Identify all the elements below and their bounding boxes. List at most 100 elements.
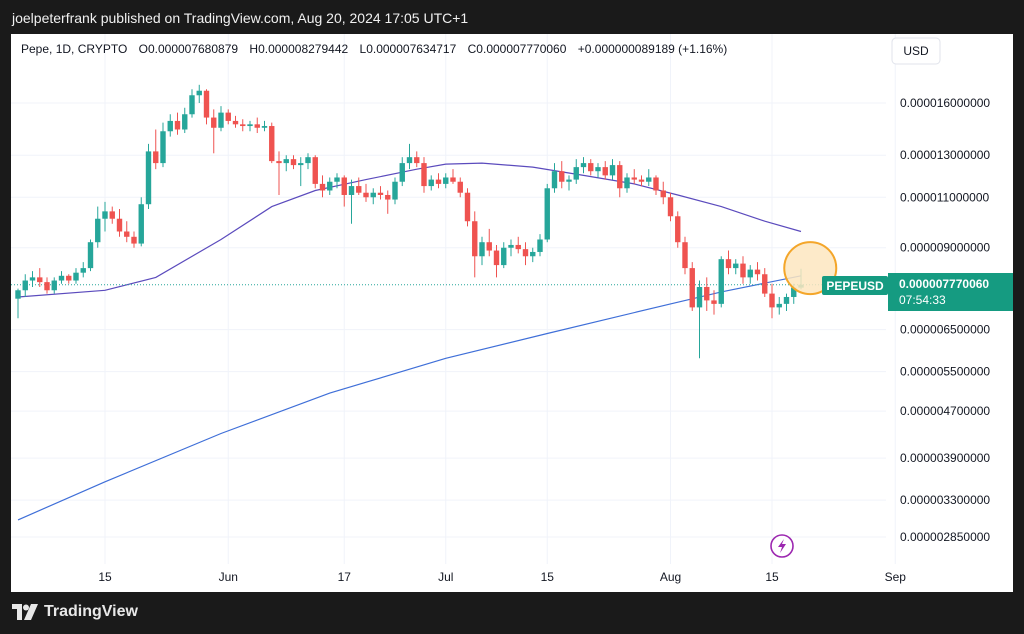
candle-body [551, 171, 558, 189]
candle-body [254, 124, 260, 128]
candle [718, 256, 724, 308]
time-tick-label: Jul [438, 570, 453, 584]
price-badge: PEPEUSD 0.000007770060 07:54:33 [822, 273, 1013, 311]
candle-body [617, 165, 623, 189]
candle-body [80, 268, 86, 273]
candle-body [102, 211, 108, 219]
candle [37, 268, 43, 287]
time-tick-label: Sep [885, 570, 907, 584]
candle [725, 250, 732, 275]
tradingview-logo-icon [12, 604, 38, 620]
price-tick-label: 0.000003900000 [900, 451, 990, 465]
candle-body [508, 244, 514, 248]
candle [406, 143, 413, 170]
candle [240, 119, 246, 132]
candle [602, 161, 608, 180]
candle-body [762, 274, 768, 294]
candle-body [370, 192, 376, 198]
candle [167, 114, 173, 137]
lightning-icon[interactable] [770, 534, 794, 558]
candle [667, 192, 674, 222]
candle-body [131, 236, 137, 244]
candle-body [385, 194, 391, 200]
candle-body [457, 181, 463, 193]
legend-open: O0.000007680879 [139, 42, 239, 56]
candle [392, 177, 398, 205]
candle-body [493, 250, 500, 266]
candle-body [95, 218, 101, 243]
candle-body [298, 163, 304, 166]
candle [530, 247, 536, 263]
legend-change: +0.000000089189 (+1.16%) [578, 42, 727, 56]
candle-body [225, 112, 231, 121]
candle [464, 188, 471, 227]
candle-body [327, 181, 333, 191]
time-tick-label: 15 [541, 570, 555, 584]
candle-body [747, 269, 753, 278]
candle [312, 155, 318, 189]
tradingview-brand[interactable]: TradingView [12, 603, 138, 621]
time-tick-label: 17 [338, 570, 352, 584]
candle-body [646, 177, 652, 182]
candle [44, 277, 50, 294]
candle [515, 236, 521, 254]
candle-body [486, 242, 492, 251]
candle [348, 179, 355, 224]
candle [385, 190, 391, 214]
candle [305, 153, 311, 170]
price-tick-label: 0.000011000000 [900, 190, 990, 204]
candle-body [791, 287, 797, 297]
candle-body [145, 151, 152, 205]
candle-body [211, 117, 217, 128]
candle [232, 115, 239, 128]
candle [102, 201, 108, 232]
candle-body [769, 293, 775, 308]
candle-body [573, 167, 579, 180]
candle [370, 188, 376, 205]
candle-body [725, 259, 732, 269]
candle-body [443, 177, 449, 184]
candle-body [450, 177, 456, 182]
candle-body [66, 275, 72, 281]
candle-body [116, 218, 123, 232]
candle-body [167, 120, 173, 132]
candle [87, 239, 94, 272]
candlestick-chart[interactable]: 0.000016000000 0.000013000000 0.0000110000… [11, 34, 1013, 592]
footer-bar [0, 592, 1024, 634]
candle [58, 271, 65, 284]
candle [189, 89, 195, 118]
candle [131, 231, 137, 248]
candle [696, 280, 703, 359]
candle [551, 163, 558, 193]
candle [124, 221, 130, 243]
candle-body [566, 179, 572, 182]
moving-averages [17, 162, 802, 521]
chart-area[interactable]: 0.000016000000 0.000013000000 0.0000110000… [11, 34, 1013, 592]
candle-body [559, 171, 565, 182]
candle [334, 173, 340, 189]
price-axis: 0.000016000000 0.000013000000 0.0000110000… [900, 96, 990, 544]
candle-body [138, 204, 144, 244]
candle [457, 177, 463, 198]
candle [646, 169, 652, 187]
candle-body [595, 167, 601, 172]
time-tick-label: 15 [765, 570, 779, 584]
candle-body [196, 90, 202, 96]
candle [769, 283, 775, 319]
symbol-badge [822, 276, 888, 295]
candle [493, 244, 500, 278]
candle [109, 206, 115, 224]
candle [689, 262, 695, 311]
candle [733, 259, 739, 275]
candle [22, 274, 28, 297]
legend-high: H0.000008279442 [249, 42, 348, 56]
currency-button[interactable] [891, 37, 941, 65]
candle [341, 175, 347, 207]
candle [414, 151, 420, 168]
candle-body [421, 163, 427, 187]
candle [711, 290, 717, 315]
candle-body [240, 124, 246, 127]
candle [544, 183, 550, 243]
candle-body [530, 251, 536, 257]
candle-body [377, 192, 384, 195]
